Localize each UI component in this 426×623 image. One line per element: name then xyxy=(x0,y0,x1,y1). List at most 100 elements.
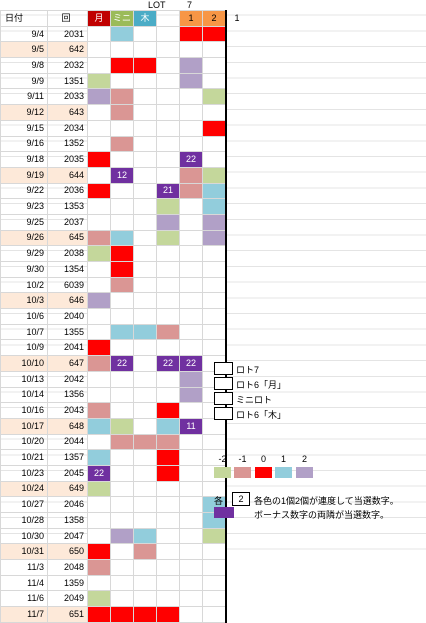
number-cell xyxy=(133,261,157,278)
number-cell xyxy=(179,166,203,184)
number-cell xyxy=(179,464,203,482)
number-cell xyxy=(110,198,134,215)
number-cell xyxy=(156,417,180,435)
number-cell xyxy=(179,41,203,59)
row-round: 2035 xyxy=(47,151,88,168)
note-prefix: 各 xyxy=(214,496,224,506)
number-cell xyxy=(226,246,248,262)
table-row: 10/28 1358 xyxy=(0,512,248,529)
number-cell xyxy=(156,433,180,451)
table-row: 9/19 644 12 xyxy=(0,166,248,184)
number-cell xyxy=(110,543,134,561)
row-date: 9/29 xyxy=(0,245,48,262)
bonus-number-cell: 22 xyxy=(179,355,203,372)
number-cell xyxy=(87,41,111,59)
number-cell xyxy=(156,606,180,623)
number-cell xyxy=(110,370,134,388)
number-cell xyxy=(87,229,111,247)
number-cell xyxy=(87,261,111,278)
table-row: 10/24 649 xyxy=(0,480,248,498)
lot-label: LOT xyxy=(148,0,166,10)
number-cell xyxy=(87,119,111,137)
number-cell xyxy=(226,324,248,340)
number-cell xyxy=(110,72,134,90)
number-cell xyxy=(133,606,157,623)
legend-loto6-mon: ロト6「月」 xyxy=(236,380,287,390)
number-cell xyxy=(110,417,134,435)
scale-label-p1: 1 xyxy=(280,454,286,464)
number-cell xyxy=(133,512,157,529)
number-cell xyxy=(156,135,180,153)
legend-loto6-thu: ロト6「木」 xyxy=(236,410,287,420)
table-row: 9/23 1353 xyxy=(0,198,248,215)
number-cell xyxy=(133,198,157,215)
number-cell xyxy=(202,543,227,561)
row-date: 10/2 xyxy=(0,276,48,294)
number-cell xyxy=(133,496,157,513)
row-round: 648 xyxy=(47,417,88,435)
row-date: 9/18 xyxy=(0,151,48,168)
number-cell xyxy=(202,57,227,74)
number-cell xyxy=(87,527,111,545)
number-cell xyxy=(226,152,248,168)
number-cell xyxy=(202,606,227,623)
number-cell xyxy=(87,512,111,529)
row-date: 10/23 xyxy=(0,464,48,482)
number-cell xyxy=(179,370,203,388)
row-date: 11/6 xyxy=(0,590,48,608)
row-date: 9/9 xyxy=(0,72,48,90)
table-row: 11/3 2048 xyxy=(0,559,248,576)
number-cell xyxy=(110,449,134,466)
number-cell xyxy=(202,25,227,43)
row-date: 10/21 xyxy=(0,449,48,466)
table-row: 9/29 2038 xyxy=(0,245,248,262)
row-round: 1352 xyxy=(47,135,88,153)
number-cell xyxy=(179,308,203,325)
table-row: 10/17 648 11 xyxy=(0,417,248,435)
number-cell xyxy=(202,574,227,592)
number-cell xyxy=(179,119,203,137)
number-cell xyxy=(226,105,248,121)
row-date: 10/10 xyxy=(0,355,48,372)
number-cell xyxy=(133,213,157,231)
number-cell xyxy=(179,276,203,294)
number-cell xyxy=(226,277,248,293)
table-row: 10/31 650 xyxy=(0,543,248,561)
number-cell xyxy=(156,449,180,466)
number-cell xyxy=(133,57,157,74)
lottery-table: 日付 回 月 ミニ 木 1 2 1 9/4 2031 9/5 642 9/8 2032 9/… xyxy=(0,10,248,623)
number-cell xyxy=(156,512,180,529)
legend-box-loto7 xyxy=(214,362,233,375)
number-cell xyxy=(110,261,134,278)
number-cell xyxy=(87,198,111,215)
number-cell xyxy=(133,323,157,341)
number-cell xyxy=(87,276,111,294)
number-cell xyxy=(156,480,180,498)
number-cell xyxy=(226,607,248,623)
number-cell xyxy=(110,386,134,404)
number-cell xyxy=(156,88,180,106)
row-round: 649 xyxy=(47,480,88,498)
row-round: 2048 xyxy=(47,559,88,576)
row-round: 2043 xyxy=(47,402,88,419)
number-cell xyxy=(110,433,134,451)
number-cell xyxy=(179,104,203,121)
scale-label-0: 0 xyxy=(260,454,266,464)
number-cell xyxy=(226,199,248,215)
number-cell xyxy=(202,527,227,545)
header-blank xyxy=(156,10,180,27)
number-cell xyxy=(133,480,157,498)
number-cell xyxy=(87,166,111,184)
table-row: 9/25 2037 xyxy=(0,213,248,231)
number-cell xyxy=(179,245,203,262)
row-round: 647 xyxy=(47,355,88,372)
number-cell xyxy=(179,559,203,576)
number-cell xyxy=(179,527,203,545)
number-cell xyxy=(87,543,111,561)
number-cell xyxy=(87,339,111,357)
number-cell xyxy=(87,57,111,74)
number-cell xyxy=(202,229,227,247)
number-cell xyxy=(226,58,248,74)
scale-label-m2: -2 xyxy=(218,454,227,464)
row-round: 2042 xyxy=(47,370,88,388)
